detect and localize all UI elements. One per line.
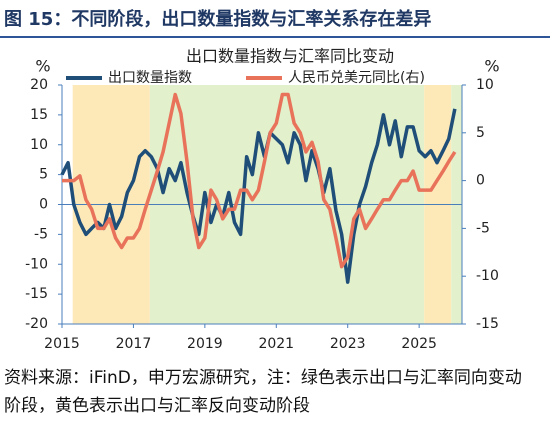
y-tick-label: -15 (25, 286, 48, 302)
y-tick-label: 15 (30, 107, 48, 123)
y2-tick-label: -15 (476, 316, 499, 332)
chart: 出口数量指数与汇率同比变动 % % -20 -15 -10 -5 0 5 10 15 20 -15… (25, 47, 499, 353)
header: 图 15：不同阶段，出口数量指数与汇率关系存在差异 (0, 0, 550, 38)
x-tick-label: 2017 (116, 336, 152, 352)
header-title: 图 15：不同阶段，出口数量指数与汇率关系存在差异 (4, 9, 432, 30)
y-tick-label: 5 (39, 167, 48, 183)
y-tick-label: 0 (39, 197, 48, 213)
footer-note: 资料来源：iFinD，申万宏源研究，注：绿色表示出口与汇率同向变动阶段，黄色表示… (4, 368, 522, 416)
y2-tick-label: -5 (476, 220, 490, 236)
y-tick-label: 20 (30, 77, 48, 93)
x-tick-label: 2023 (330, 336, 366, 352)
legend-label: 人民币兑美元同比(右) (288, 70, 425, 86)
y-tick-label: 10 (30, 137, 48, 153)
x-tick-label: 2025 (401, 336, 437, 352)
y2-tick-label: -10 (476, 268, 499, 284)
y-tick-label: -5 (34, 226, 48, 242)
y2-unit: % (484, 57, 499, 76)
x-tick-label: 2021 (258, 336, 294, 352)
x-tick-label: 2015 (44, 336, 80, 352)
legend-label: 出口数量指数 (108, 70, 192, 86)
x-tick-label: 2019 (187, 336, 223, 352)
y2-tick-label: 5 (476, 125, 485, 141)
y2-tick-label: 0 (476, 173, 485, 189)
series-line (60, 108, 457, 284)
y-tick-label: -20 (25, 316, 48, 332)
y-unit: % (35, 57, 50, 76)
series-line (62, 92, 457, 269)
y2-tick-label: 10 (476, 77, 494, 93)
y-tick-label: -10 (25, 256, 48, 272)
chart-title: 出口数量指数与汇率同比变动 (186, 47, 394, 66)
